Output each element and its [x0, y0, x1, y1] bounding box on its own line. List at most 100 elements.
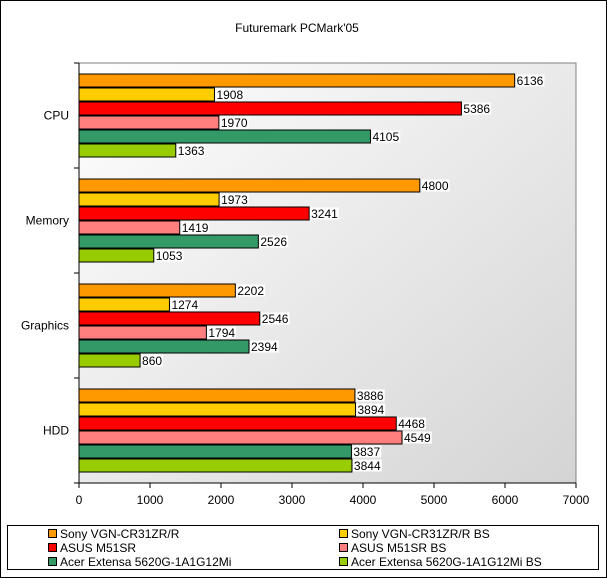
- data-label-bg: [219, 116, 249, 129]
- data-label-bg: [310, 207, 339, 220]
- legend-swatch: [48, 543, 57, 552]
- bar-memory-series-4: [78, 220, 181, 235]
- data-label: 3844: [354, 459, 381, 473]
- data-label-bg: [170, 298, 200, 311]
- data-label-bg: [515, 74, 545, 87]
- data-label-bg: [154, 249, 184, 262]
- bar-graphics-series-6: [78, 353, 141, 368]
- legend-swatch: [339, 557, 348, 566]
- legend-item: ASUS M51SR: [48, 542, 136, 555]
- bar-cpu-series-1: [78, 73, 516, 88]
- data-label-bg: [207, 326, 237, 339]
- legend-swatch: [339, 529, 348, 538]
- data-label: 2546: [262, 312, 289, 326]
- x-tick-label: 1000: [137, 493, 164, 507]
- bar-hdd-series-3: [78, 416, 397, 431]
- data-label-bg: [260, 312, 290, 325]
- bar-memory-series-2: [78, 192, 220, 207]
- data-label: 1973: [221, 193, 248, 207]
- bar-hdd-series-1: [78, 388, 356, 403]
- bar-memory-series-6: [78, 248, 155, 263]
- bar-cpu-series-6: [78, 143, 177, 158]
- data-label-bg: [215, 88, 245, 101]
- data-label: 3894: [357, 403, 384, 417]
- bar-chart: Futuremark PCMark'05 6136 1908 5386 1970 410…: [21, 21, 590, 507]
- legend-swatch: [48, 529, 57, 538]
- category-label: Graphics: [21, 319, 69, 333]
- bar-memory-series-3: [78, 206, 310, 221]
- data-label-bg: [236, 284, 266, 297]
- data-label: 1274: [171, 298, 198, 312]
- bar-hdd-series-4: [78, 430, 403, 445]
- bar-graphics-series-5: [78, 339, 250, 354]
- data-label: 2526: [260, 235, 287, 249]
- data-label: 4800: [422, 179, 449, 193]
- legend-item: Acer Extensa 5620G-1A1G12Mi BS: [339, 556, 542, 569]
- legend-label: Acer Extensa 5620G-1A1G12Mi: [60, 555, 232, 569]
- x-tick-label: 5000: [421, 493, 448, 507]
- data-label-bg: [352, 459, 382, 472]
- data-label: 860: [142, 354, 162, 368]
- bar-graphics-series-3: [78, 311, 261, 326]
- data-label: 1363: [178, 144, 205, 158]
- data-label-bg: [176, 144, 206, 157]
- data-label: 4549: [404, 431, 431, 445]
- data-label-bg: [402, 431, 432, 444]
- data-label-bg: [259, 235, 289, 248]
- data-label: 1908: [216, 88, 243, 102]
- legend-swatch: [48, 557, 57, 566]
- data-label: 3241: [311, 207, 338, 221]
- data-label-bg: [180, 221, 210, 234]
- bar-graphics-series-2: [78, 297, 170, 312]
- data-label-bg: [371, 130, 401, 143]
- legend-item: Sony VGN-CR31ZR/R BS: [339, 528, 490, 541]
- data-label-bg: [220, 193, 249, 206]
- data-label: 6136: [517, 74, 544, 88]
- data-label-bg: [462, 102, 492, 115]
- bar-cpu-series-5: [78, 129, 371, 144]
- x-tick-label: 6000: [492, 493, 519, 507]
- category-label: HDD: [43, 424, 69, 438]
- legend-label: ASUS M51SR: [60, 541, 137, 555]
- legend-label: ASUS M51SR BS: [351, 541, 447, 555]
- x-tick-label: 2000: [208, 493, 235, 507]
- data-label: 1970: [221, 116, 248, 130]
- legend: Sony VGN-CR31ZR/R Sony VGN-CR31ZR/R BS ASU…: [7, 525, 599, 570]
- data-label-bg: [420, 179, 450, 192]
- bar-graphics-series-4: [78, 325, 207, 340]
- legend-label: Sony VGN-CR31ZR/R: [60, 527, 180, 541]
- legend-label: Acer Extensa 5620G-1A1G12Mi BS: [351, 555, 542, 569]
- x-tick-label: 0: [76, 493, 83, 507]
- legend-swatch: [339, 543, 348, 552]
- bar-hdd-series-5: [78, 444, 352, 459]
- bar-cpu-series-2: [78, 87, 215, 102]
- data-label-bg: [356, 403, 386, 416]
- data-label: 1419: [182, 221, 209, 235]
- data-label-bg: [397, 417, 427, 430]
- data-label-bg: [355, 389, 385, 402]
- legend-label: Sony VGN-CR31ZR/R BS: [351, 527, 490, 541]
- bar-graphics-series-1: [78, 283, 236, 298]
- x-tick-label: 4000: [350, 493, 377, 507]
- data-label: 3886: [357, 389, 384, 403]
- bar-cpu-series-4: [78, 115, 220, 130]
- data-label-bg: [141, 354, 164, 367]
- bar-memory-series-1: [78, 178, 421, 193]
- data-label: 3837: [353, 445, 380, 459]
- data-label-bg: [249, 340, 279, 353]
- bar-hdd-series-2: [78, 402, 356, 417]
- data-label: 2202: [237, 284, 264, 298]
- data-label: 1794: [208, 326, 235, 340]
- data-label: 2394: [251, 340, 278, 354]
- x-tick-label: 3000: [279, 493, 306, 507]
- legend-item: ASUS M51SR BS: [339, 542, 446, 555]
- data-label: 5386: [463, 102, 490, 116]
- data-label: 4468: [398, 417, 425, 431]
- legend-item: Acer Extensa 5620G-1A1G12Mi: [48, 556, 231, 569]
- x-tick-label: 7000: [563, 493, 590, 507]
- data-label: 4105: [372, 130, 399, 144]
- data-label: 1053: [156, 249, 183, 263]
- chart-title: Futuremark PCMark'05: [235, 21, 359, 35]
- bar-memory-series-5: [78, 234, 259, 249]
- bar-hdd-series-6: [78, 458, 353, 473]
